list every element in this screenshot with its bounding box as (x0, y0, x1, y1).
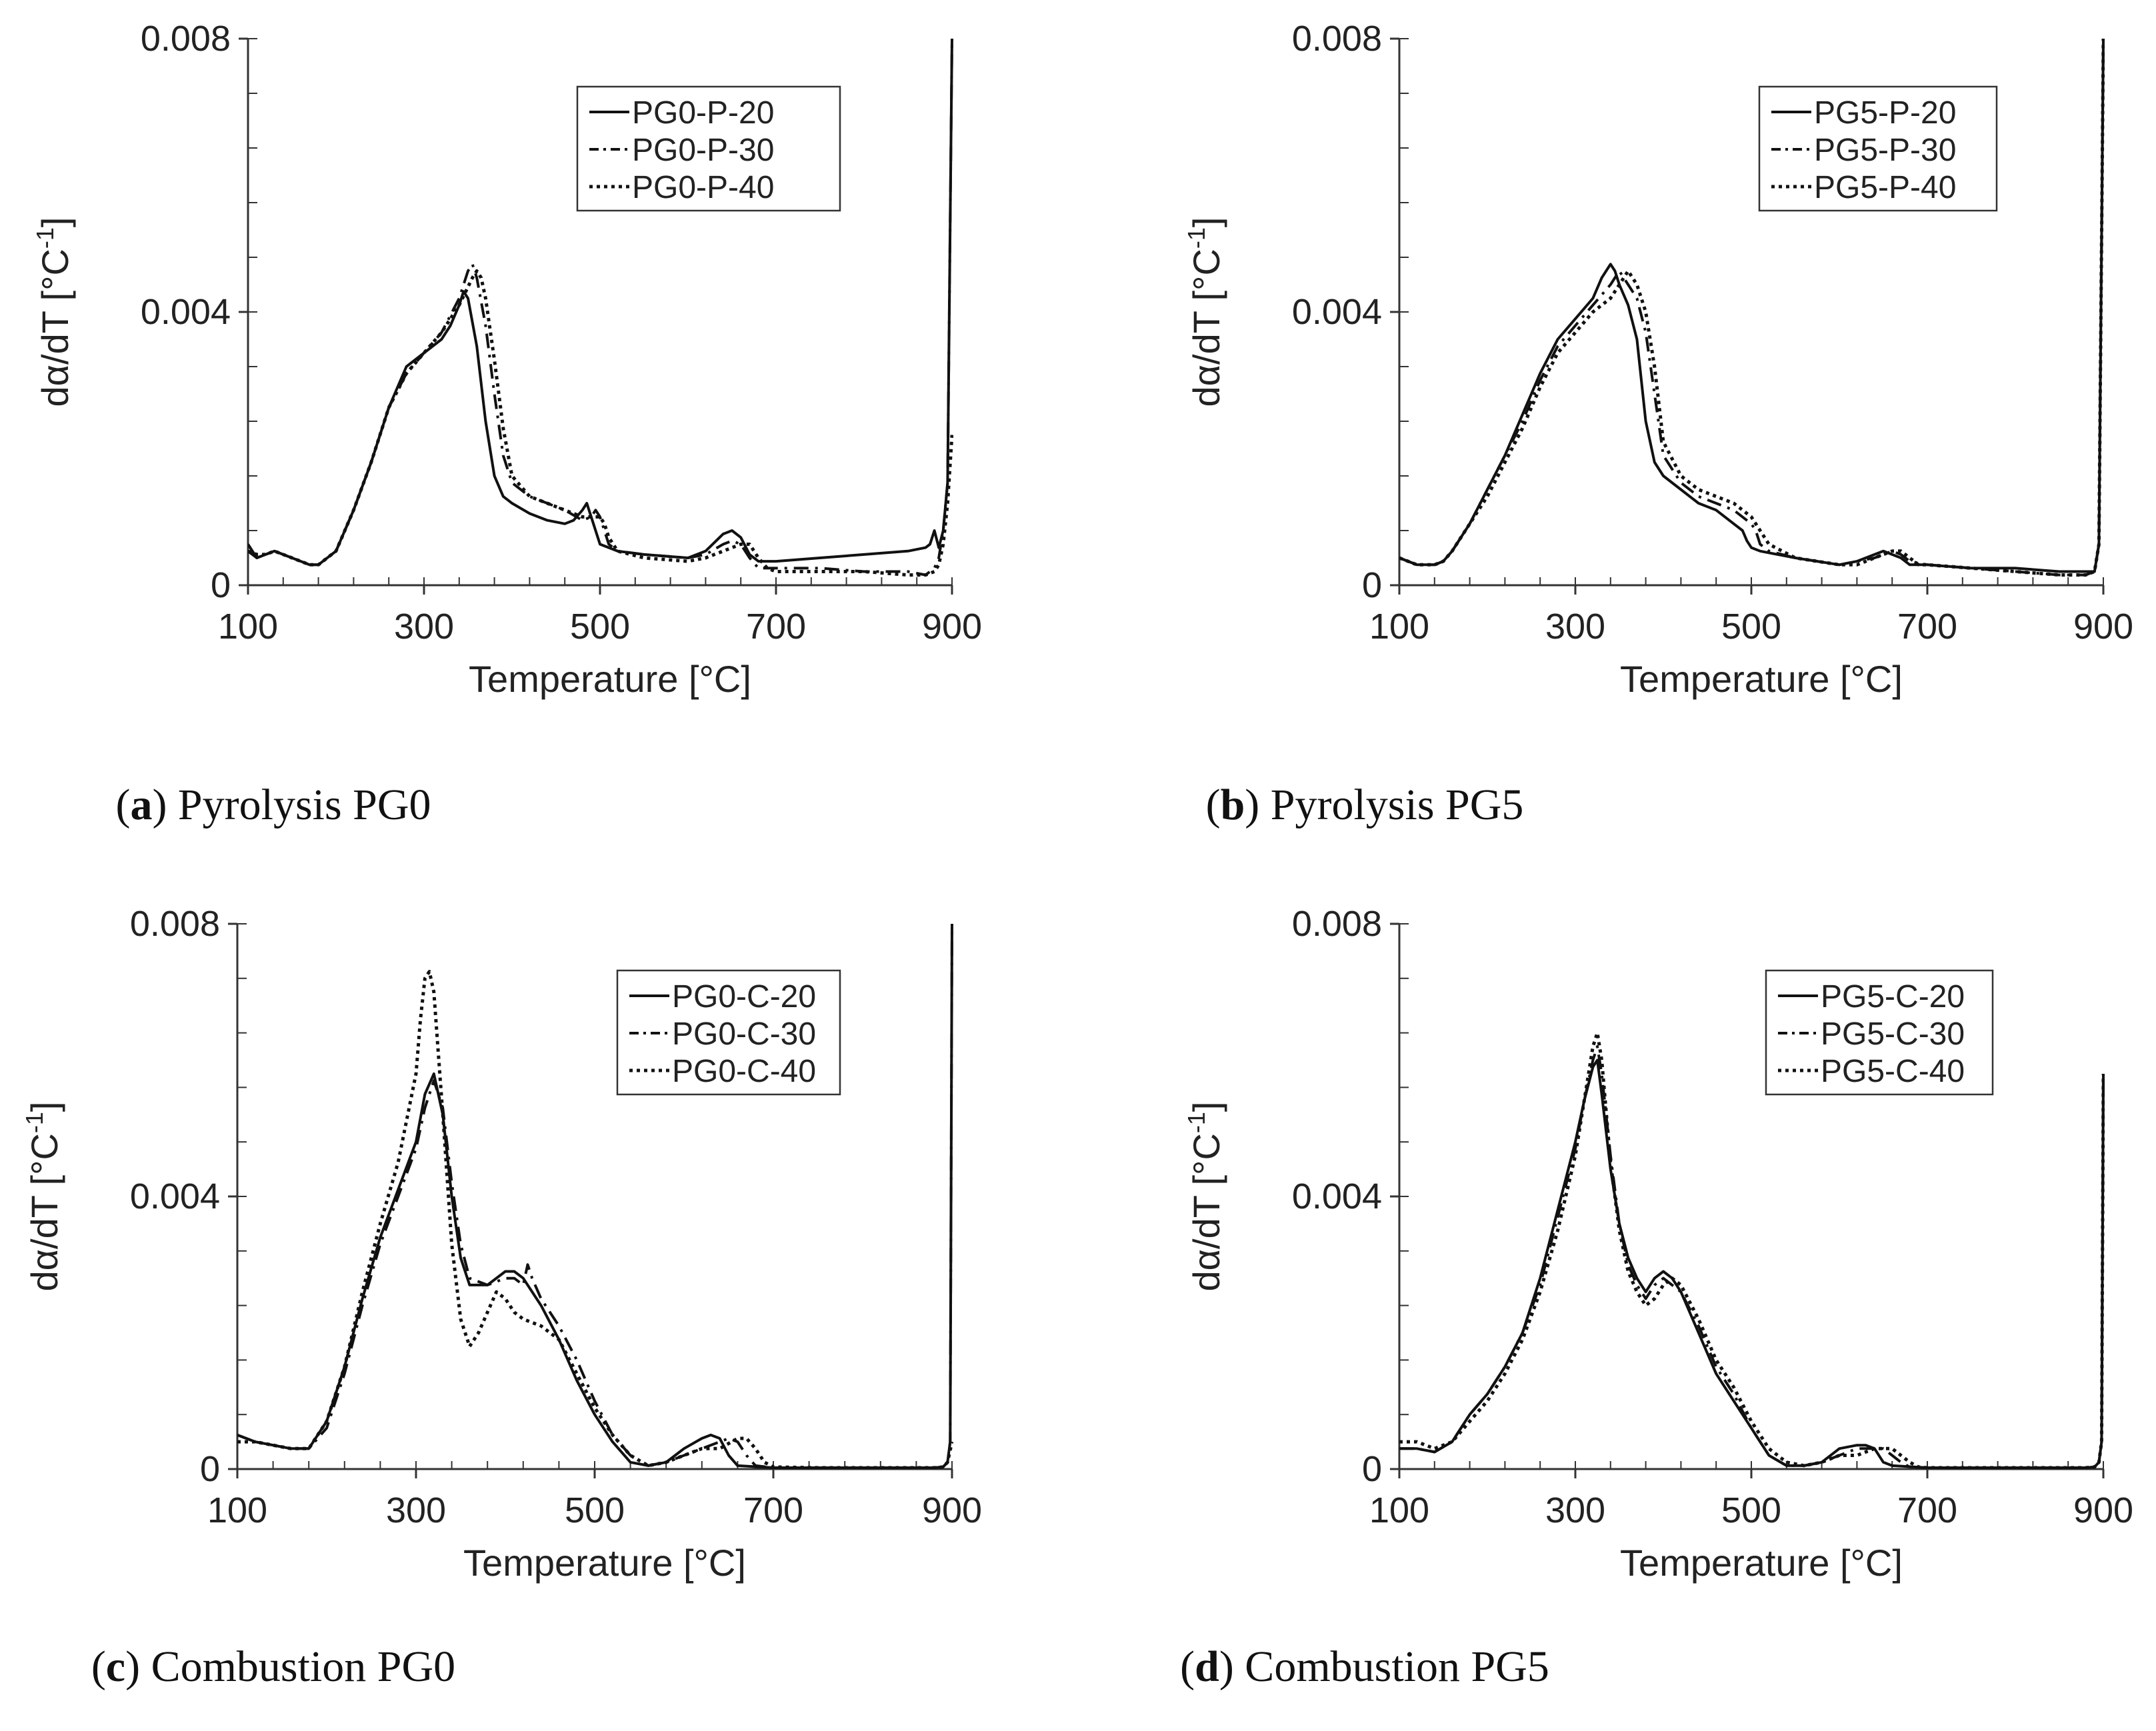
c-series-PG0-C-40 (237, 970, 953, 1469)
b-series-PG5-P-30 (1399, 38, 2105, 577)
d-y-tick-label: 0.008 (1292, 904, 1382, 944)
panel-d: 0 0.004 0.008 100 300 500 700 900 Temperature [°… (1078, 865, 2156, 1731)
d-x-tick-label: 700 (1897, 1490, 1957, 1530)
b-x-tick-label: 300 (1545, 607, 1605, 647)
a-y-axis-label-close: ] (34, 217, 76, 228)
b-y-axis-label-sup: -1 (1183, 227, 1210, 249)
a-x-tick-label: 900 (922, 607, 982, 647)
a-y-tick-label: 0.004 (141, 292, 231, 332)
d-y-axis-label-close: ] (1185, 1102, 1227, 1112)
caption-a: (a) Pyrolysis PG0 (115, 781, 431, 829)
c-x-tick-label: 900 (922, 1490, 982, 1530)
d-series-PG5-C-20 (1399, 1058, 2105, 1469)
c-legend-label-PG0-C-20: PG0-C-20 (672, 979, 816, 1014)
a-x-tick-label: 100 (218, 607, 278, 647)
d-x-axis-label: Temperature [°C] (1620, 1542, 1903, 1584)
c-x-tick-label: 300 (386, 1490, 446, 1530)
b-x-tick-label: 500 (1721, 607, 1781, 647)
a-legend-label-PG0-P-20: PG0-P-20 (632, 95, 774, 131)
b-legend-label-PG5-P-40: PG5-P-40 (1814, 170, 1956, 205)
c-y-axis-label-main: dα/dT [°C (23, 1133, 65, 1291)
d-legend-label-PG5-C-30: PG5-C-30 (1821, 1016, 1965, 1052)
b-y-tick-label: 0 (1362, 565, 1382, 605)
caption-d-text: Combustion PG5 (1245, 1642, 1549, 1691)
d-y-axis-label-sup: -1 (1183, 1112, 1210, 1133)
a-y-tick-label: 0.008 (141, 19, 231, 59)
c-x-tick-label: 500 (565, 1490, 625, 1530)
d-series-PG5-C-30 (1399, 1045, 2105, 1469)
d-y-axis-label: dα/dT [°C-1] (1183, 1102, 1227, 1292)
a-y-axis-label-main: dα/dT [°C (34, 249, 76, 407)
caption-c: (c) Combustion PG0 (91, 1642, 456, 1691)
b-y-axis-label-main: dα/dT [°C (1185, 249, 1227, 407)
d-legend-label-PG5-C-40: PG5-C-40 (1821, 1054, 1965, 1089)
caption-b-letter: b (1220, 781, 1245, 829)
c-x-tick-label: 100 (207, 1490, 267, 1530)
b-y-tick-label: 0.008 (1292, 19, 1382, 59)
b-legend-label-PG5-P-30: PG5-P-30 (1814, 133, 1956, 168)
a-legend-label-PG0-P-30: PG0-P-30 (632, 133, 774, 168)
d-y-tick-label: 0.004 (1292, 1176, 1382, 1216)
a-legend-box (576, 85, 841, 212)
b-x-axis-label: Temperature [°C] (1620, 658, 1903, 700)
d-series-PG5-C-40 (1399, 1031, 2105, 1469)
caption-a-text: Pyrolysis PG0 (177, 781, 431, 829)
c-y-tick-label: 0 (200, 1449, 220, 1489)
b-series-PG5-P-40 (1399, 38, 2105, 577)
caption-b-text: Pyrolysis PG5 (1270, 781, 1524, 829)
b-x-tick-label: 100 (1369, 607, 1429, 647)
chart-d: 0 0.004 0.008 100 300 500 700 900 Temperature [°… (1183, 904, 2133, 1584)
a-y-axis-label-sup: -1 (31, 227, 59, 249)
b-y-tick-label: 0.004 (1292, 292, 1382, 332)
a-y-tick-label: 0 (211, 565, 231, 605)
caption-c-text: Combustion PG0 (151, 1642, 456, 1691)
caption-b: (b) Pyrolysis PG5 (1205, 781, 1524, 829)
a-x-tick-label: 700 (746, 607, 806, 647)
d-x-tick-label: 900 (2073, 1490, 2133, 1530)
b-y-axis-label: dα/dT [°C-1] (1183, 217, 1227, 407)
a-legend-label-PG0-P-40: PG0-P-40 (632, 170, 774, 205)
panel-a: 0 0.004 0.008 100 300 500 700 900 Temperature [°… (0, 0, 1078, 865)
d-x-tick-label: 300 (1545, 1490, 1605, 1530)
caption-a-letter: a (130, 781, 153, 829)
caption-d: (d) Combustion PG5 (1180, 1642, 1549, 1691)
d-y-axis-label-main: dα/dT [°C (1185, 1133, 1227, 1291)
c-y-tick-label: 0.004 (130, 1176, 220, 1216)
b-x-tick-label: 700 (1897, 607, 1957, 647)
caption-c-letter: c (105, 1642, 126, 1691)
chart-b: 0 0.004 0.008 100 300 500 700 900 Temperature [°… (1183, 19, 2133, 700)
b-y-axis-label-close: ] (1185, 217, 1227, 228)
b-x-tick-label: 900 (2073, 607, 2133, 647)
c-legend-label-PG0-C-30: PG0-C-30 (672, 1016, 816, 1052)
caption-d-letter: d (1195, 1642, 1219, 1691)
a-x-tick-label: 500 (570, 607, 630, 647)
d-legend-label-PG5-C-20: PG5-C-20 (1821, 979, 1965, 1014)
c-y-tick-label: 0.008 (130, 904, 220, 944)
c-legend-label-PG0-C-40: PG0-C-40 (672, 1054, 816, 1089)
b-legend-label-PG5-P-20: PG5-P-20 (1814, 95, 1956, 131)
c-x-tick-label: 700 (743, 1490, 803, 1530)
d-y-tick-label: 0 (1362, 1449, 1382, 1489)
c-y-axis-label-close: ] (23, 1102, 65, 1112)
c-series-PG0-C-30 (237, 923, 953, 1469)
a-x-axis-label: Temperature [°C] (469, 658, 751, 700)
d-x-tick-label: 100 (1369, 1490, 1429, 1530)
a-series-PG0-P-40 (248, 269, 953, 577)
b-series-PG5-P-20 (1399, 38, 2105, 573)
panel-c: 0 0.004 0.008 100 300 500 700 900 Temperature [°… (0, 865, 1078, 1731)
chart-a: 0 0.004 0.008 100 300 500 700 900 Temperature [°… (31, 19, 982, 700)
chart-c: 0 0.004 0.008 100 300 500 700 900 Temperature [°… (21, 904, 982, 1584)
a-y-axis-label: dα/dT [°C-1] (31, 217, 76, 407)
d-x-tick-label: 500 (1721, 1490, 1781, 1530)
c-y-axis-label-sup: -1 (21, 1112, 48, 1133)
a-x-tick-label: 300 (394, 607, 454, 647)
c-y-axis-label: dα/dT [°C-1] (21, 1102, 65, 1292)
c-series-PG0-C-20 (237, 923, 953, 1469)
c-x-axis-label: Temperature [°C] (463, 1542, 746, 1584)
panel-b: 0 0.004 0.008 100 300 500 700 900 Temperature [°… (1078, 0, 2156, 865)
